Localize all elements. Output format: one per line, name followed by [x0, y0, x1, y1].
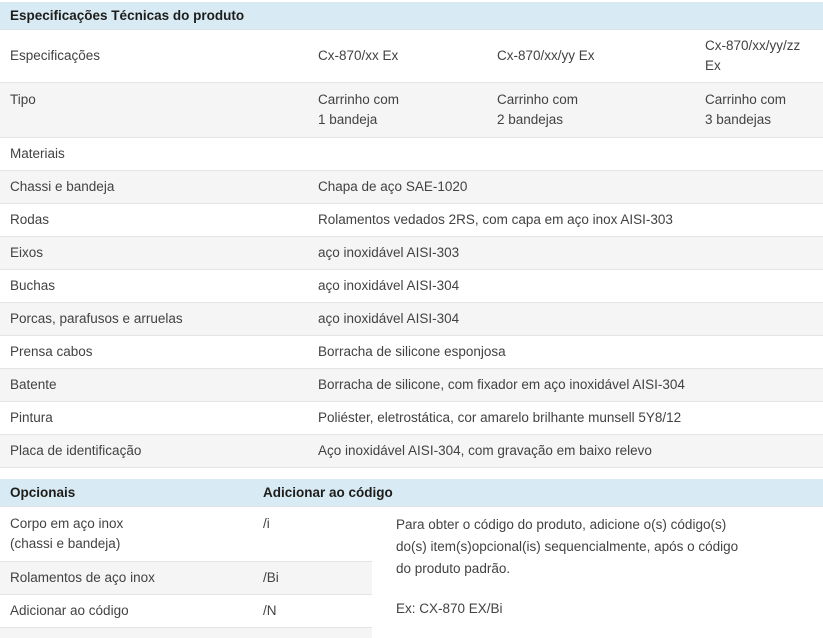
row-value: aço inoxidável AISI-304 — [318, 278, 460, 293]
ordering-instructions: Para obter o código do produto, adicione… — [396, 517, 739, 576]
table-row-placa: Placa de identificação Aço inoxidável AI… — [0, 435, 823, 468]
table-row-eixos: Eixos aço inoxidável AISI-303 — [0, 237, 823, 270]
code-example: Ex: CX-870 EX/Bi — [396, 601, 503, 616]
table-row-adicionar-codigo: Adicionar ao código /N — [0, 595, 372, 628]
row-value: Poliéster, eletrostática, cor amarelo br… — [318, 410, 682, 425]
table-row-rolamentos-inox: Rolamentos de aço inox /Bi — [0, 562, 372, 595]
model-code-1: Cx-870/xx Ex — [318, 48, 399, 63]
table-row-prensa-cabos: Prensa cabos Borracha de silicone esponj… — [0, 336, 823, 369]
table-row-tipo: Tipo Carrinho com 1 bandeja Carrinho com… — [0, 83, 823, 138]
row-value: aço inoxidável AISI-304 — [318, 311, 460, 326]
table-row-model-codes: Especificações Cx-870/xx Ex Cx-870/xx/yy… — [0, 30, 823, 83]
tipo-value-2: Carrinho com 2 bandejas — [497, 92, 579, 127]
table-row-corpo-inox: Corpo em aço inox (chassi e bandeja) /i — [0, 507, 372, 562]
spec-section-header: Especificações Técnicas do produto — [0, 2, 823, 30]
options-code-column-title: Adicionar ao código — [263, 485, 393, 500]
row-code: Especificar — [263, 634, 372, 638]
table-row-pintura: Pintura Poliéster, eletrostática, cor am… — [0, 402, 823, 435]
options-section-body: Corpo em aço inox (chassi e bandeja) /i … — [0, 507, 823, 638]
row-code: /i — [263, 516, 270, 531]
row-label: Pintura — [10, 410, 53, 425]
model-code-2: Cx-870/xx/yy Ex — [497, 48, 595, 63]
row-label: Pintura em outra cor: — [10, 634, 263, 638]
row-value: aço inoxidável AISI-303 — [318, 245, 460, 260]
table-row-rodas: Rodas Rolamentos vedados 2RS, com capa e… — [0, 204, 823, 237]
section-divider-gap — [0, 468, 823, 479]
model-code-3: Cx-870/xx/yy/zz Ex — [705, 38, 801, 73]
options-section-title: Opcionais — [10, 485, 76, 500]
table-row-batente: Batente Borracha de silicone, com fixado… — [0, 369, 823, 402]
row-label: Placa de identificação — [10, 443, 142, 458]
row-label: Especificações — [10, 48, 101, 63]
table-row-buchas: Buchas aço inoxidável AISI-304 — [0, 270, 823, 303]
options-table: Corpo em aço inox (chassi e bandeja) /i … — [0, 507, 372, 638]
row-value: Rolamentos vedados 2RS, com capa em aço … — [318, 212, 673, 227]
table-row-pintura-outra-cor: Pintura em outra cor: Especificar — [0, 628, 372, 638]
row-value: Aço inoxidável AISI-304, com gravação em… — [318, 443, 652, 458]
row-label: Batente — [10, 377, 57, 392]
row-label: Rodas — [10, 212, 50, 227]
row-code: /N — [263, 603, 277, 618]
row-code: /Bi — [263, 570, 279, 585]
row-value: Borracha de silicone, com fixador em aço… — [318, 377, 685, 392]
row-label: Rolamentos de aço inox — [10, 570, 155, 585]
row-label: Tipo — [10, 92, 36, 107]
tipo-value-3: Carrinho com 3 bandejas — [705, 92, 787, 127]
row-value: Borracha de silicone esponjosa — [318, 344, 506, 359]
materials-heading: Materiais — [10, 146, 65, 161]
row-value: Chapa de aço SAE-1020 — [318, 179, 468, 194]
spec-section-title: Especificações Técnicas do produto — [10, 8, 245, 23]
row-label: Prensa cabos — [10, 344, 93, 359]
row-label: Porcas, parafusos e arruelas — [10, 311, 183, 326]
table-row-porcas: Porcas, parafusos e arruelas aço inoxidá… — [0, 303, 823, 336]
row-label: Eixos — [10, 245, 44, 260]
row-label: Adicionar ao código — [10, 603, 129, 618]
table-row-materials-heading: Materiais — [0, 138, 823, 171]
ordering-code-note: Para obter o código do produto, adicione… — [396, 507, 752, 638]
row-label: Corpo em aço inox (chassi e bandeja) — [10, 516, 124, 551]
table-row-chassi: Chassi e bandeja Chapa de aço SAE-1020 — [0, 171, 823, 204]
options-section-header: Opcionais Adicionar ao código — [0, 479, 823, 507]
row-label: Chassi e bandeja — [10, 179, 115, 194]
material-rows: Chassi e bandeja Chapa de aço SAE-1020 R… — [0, 171, 823, 468]
tipo-value-1: Carrinho com 1 bandeja — [318, 92, 400, 127]
row-label: Buchas — [10, 278, 56, 293]
